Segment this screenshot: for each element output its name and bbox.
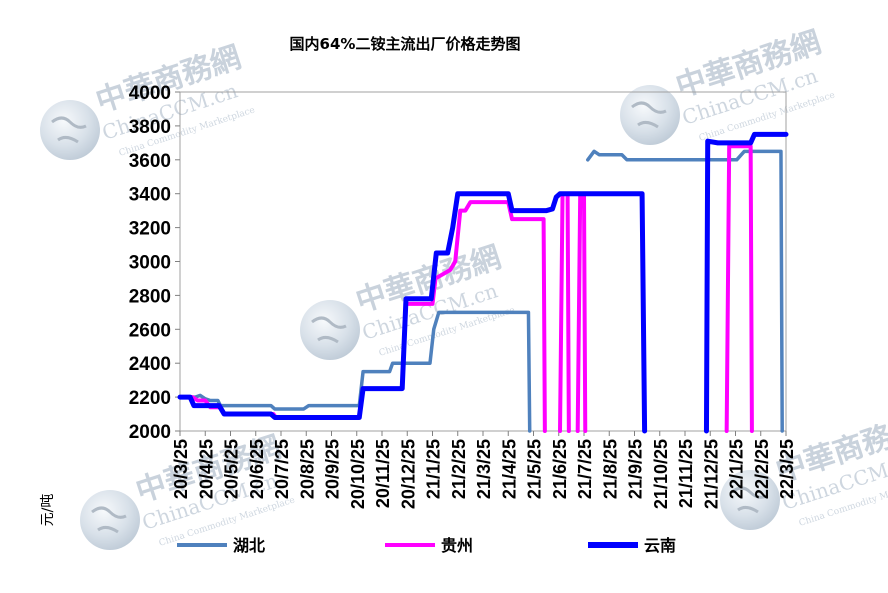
- y-ticks: 2000 2200 2400 2600 2800 3000 3200 3400 3600 3800…: [129, 83, 180, 443]
- globe-continents: [631, 101, 667, 129]
- legend: 湖北 贵州 云南: [177, 536, 676, 555]
- globe-continents: [311, 316, 347, 344]
- x-tick-label: 21/12/25: [701, 439, 721, 509]
- x-tick-label: 20/8/25: [297, 439, 317, 499]
- x-tick-label: 21/9/25: [626, 439, 646, 499]
- globe-continents: [51, 116, 87, 144]
- series-line-3: [177, 131, 789, 434]
- x-ticks: 20/3/25 20/4/25 20/5/25 20/6/25 20/7/25 20/8/…: [171, 431, 797, 509]
- x-tick-label: 22/2/25: [752, 439, 772, 499]
- chart-title: 国内64%二铵主流出厂价格走势图: [290, 35, 521, 53]
- x-tick-label: 21/7/25: [575, 439, 595, 499]
- y-tick-label: 2800: [129, 286, 171, 307]
- y-tick-label: 4000: [129, 83, 171, 104]
- x-tick-label: 21/3/25: [474, 439, 494, 499]
- y-tick-label: 3000: [129, 253, 171, 274]
- x-tick-label: 20/3/25: [171, 439, 191, 499]
- x-tick-label: 20/7/25: [272, 439, 292, 499]
- globe-icon: [720, 470, 780, 530]
- legend-label: 湖北: [233, 536, 265, 555]
- x-tick-label: 20/5/25: [222, 439, 242, 499]
- y-tick-label: 3400: [129, 185, 171, 206]
- globe-continents: [731, 486, 767, 514]
- legend-label: 云南: [644, 536, 676, 555]
- x-tick-label: 21/8/25: [600, 439, 620, 499]
- x-tick-label: 21/11/25: [676, 439, 696, 508]
- globe-icon: [300, 300, 360, 360]
- y-tick-label: 3200: [129, 219, 171, 240]
- y-axis-label: 元/吨: [40, 494, 56, 527]
- x-tick-label: 21/1/25: [424, 439, 444, 499]
- y-tick-label: 3800: [129, 117, 171, 138]
- y-tick-label: 2400: [129, 354, 171, 375]
- x-tick-label: 20/12/25: [398, 439, 418, 509]
- x-tick-label: 20/6/25: [247, 439, 267, 499]
- globe-icon: [620, 85, 680, 145]
- series-layer: [177, 131, 789, 434]
- globe-icon: [40, 100, 100, 160]
- legend-label: 贵州: [441, 536, 473, 555]
- x-tick-label: 21/4/25: [499, 439, 519, 499]
- x-tick-label: 20/9/25: [323, 439, 343, 499]
- x-tick-label: 20/4/25: [196, 439, 216, 499]
- y-tick-label: 3600: [129, 151, 171, 172]
- x-tick-label: 20/10/25: [348, 439, 368, 509]
- x-tick-label: 21/5/25: [525, 439, 545, 499]
- y-tick-label: 2200: [129, 388, 171, 409]
- y-tick-label: 2000: [129, 422, 171, 443]
- x-tick-label: 22/3/25: [777, 439, 797, 499]
- globe-icon: [80, 490, 140, 550]
- x-tick-label: 21/2/25: [449, 439, 469, 499]
- x-tick-label: 22/1/25: [727, 439, 747, 499]
- globe-continents: [91, 506, 127, 534]
- x-tick-label: 21/6/25: [550, 439, 570, 499]
- y-tick-label: 2600: [129, 320, 171, 341]
- x-tick-label: 20/11/25: [373, 439, 393, 508]
- x-tick-label: 21/10/25: [651, 439, 671, 509]
